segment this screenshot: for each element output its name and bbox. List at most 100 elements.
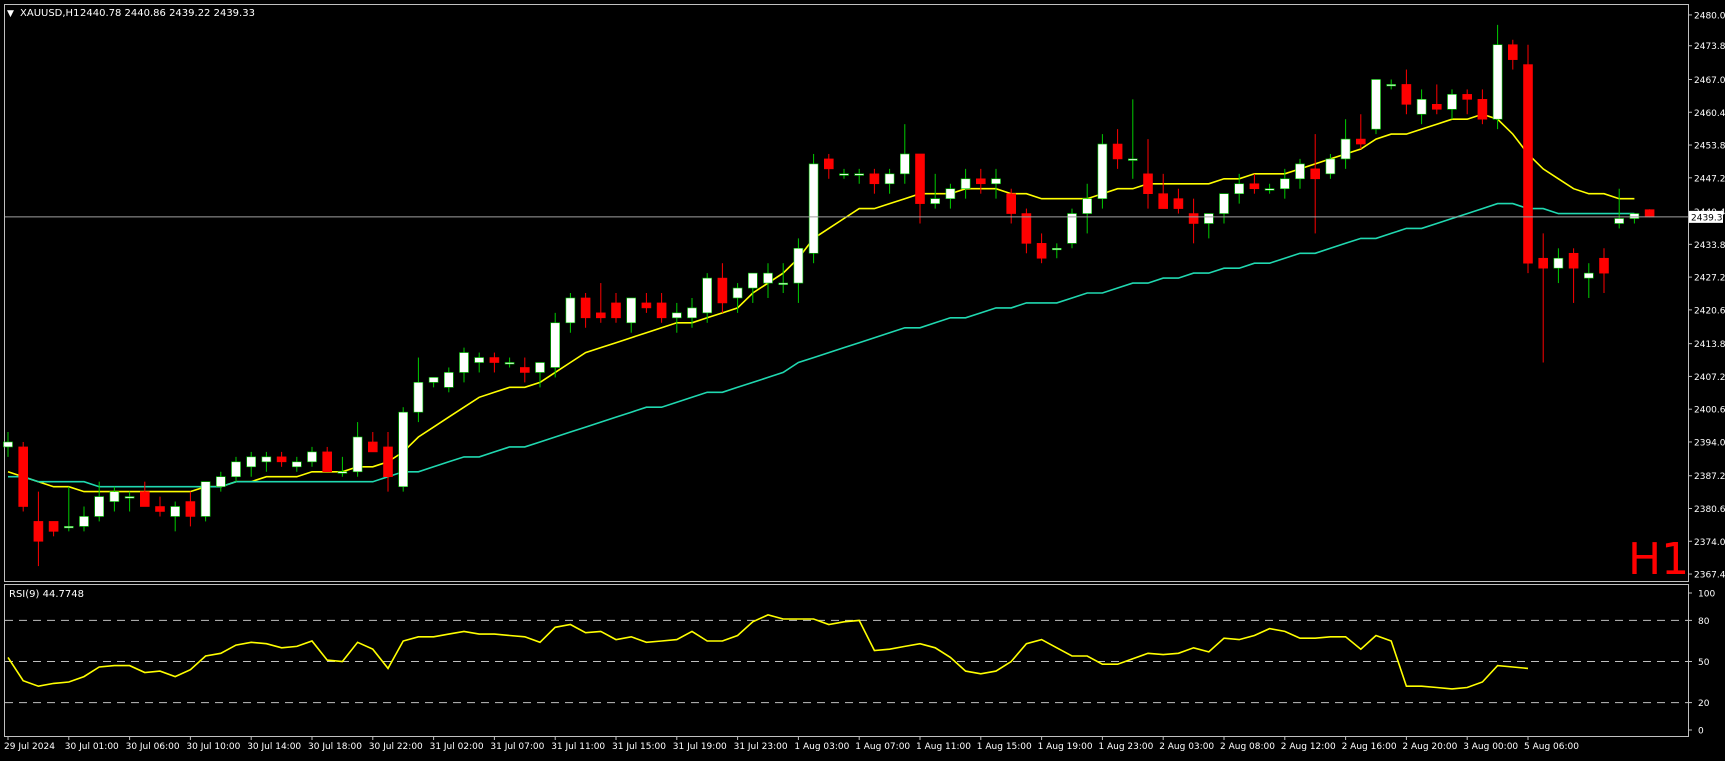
- price-tick-label: 2467.00: [1694, 76, 1725, 86]
- current-price-label: 2439.33: [1691, 213, 1725, 223]
- candle-body: [839, 173, 849, 176]
- candle-body: [1036, 243, 1047, 259]
- candle-body: [1462, 94, 1472, 100]
- candle-body: [793, 248, 804, 284]
- candle-body: [246, 456, 256, 468]
- moving-average-slow-line: [8, 202, 1635, 488]
- candle-body: [1006, 193, 1017, 214]
- price-tick-label: 2387.20: [1694, 472, 1725, 482]
- candle-body: [1371, 79, 1381, 130]
- candle-body: [641, 302, 652, 309]
- candle-body: [763, 272, 773, 284]
- candle-body: [216, 476, 226, 487]
- candle-body: [884, 173, 895, 185]
- candle-body: [1325, 158, 1336, 175]
- candle-body: [702, 277, 713, 314]
- candle-body: [155, 506, 165, 512]
- candle-body: [519, 367, 530, 373]
- candle-body: [352, 436, 363, 473]
- price-tick-label: 2420.60: [1694, 306, 1725, 316]
- time-tick-label: 2 Aug 08:00: [1220, 742, 1275, 752]
- time-tick-label: 31 Jul 02:00: [430, 742, 484, 752]
- candle-body: [428, 377, 439, 383]
- candle-body: [443, 372, 454, 388]
- candle-body: [854, 173, 865, 176]
- price-tick-label: 2453.80: [1694, 142, 1725, 152]
- candle-body: [79, 516, 89, 527]
- candle-body: [595, 312, 606, 319]
- candle-body: [808, 163, 819, 254]
- candle-body: [611, 302, 621, 319]
- candle-body: [18, 446, 29, 507]
- candle-body: [1067, 213, 1077, 244]
- candle-body: [1052, 248, 1062, 251]
- time-tick-label: 30 Jul 22:00: [369, 742, 423, 752]
- candle-body: [200, 481, 211, 517]
- candle-body: [94, 496, 104, 517]
- candle-body: [1432, 104, 1442, 110]
- time-tick-label: 3 Aug 00:00: [1463, 742, 1518, 752]
- candle-body: [1340, 138, 1351, 160]
- candle-body: [489, 357, 500, 363]
- time-tick-label: 5 Aug 06:00: [1524, 742, 1579, 752]
- candle-body: [109, 491, 120, 502]
- candle-body: [1128, 158, 1138, 161]
- rsi-line: [7, 614, 1529, 690]
- timeframe-watermark: H1: [1628, 534, 1689, 585]
- rsi-tick-label: 0: [1698, 727, 1704, 737]
- rsi-tick-label: 80: [1698, 617, 1710, 627]
- time-tick-label: 31 Jul 23:00: [734, 742, 788, 752]
- candle-body: [1143, 173, 1153, 194]
- price-tick-label: 2400.60: [1694, 406, 1725, 416]
- time-tick-label: 31 Jul 07:00: [490, 742, 544, 752]
- candle-body: [185, 501, 196, 517]
- candle-body: [656, 302, 667, 319]
- time-tick-label: 1 Aug 15:00: [977, 742, 1032, 752]
- candle-body: [550, 322, 561, 368]
- candle-body: [398, 411, 409, 487]
- candle-body: [48, 521, 59, 532]
- candle-body: [1219, 193, 1229, 214]
- candle-body: [367, 441, 378, 453]
- time-tick-label: 30 Jul 14:00: [247, 742, 301, 752]
- candle-body: [170, 506, 180, 517]
- candle-body: [322, 451, 333, 473]
- time-tick-label: 29 Jul 2024: [4, 742, 55, 752]
- candle-body: [1021, 213, 1032, 244]
- current-price-tag: [1689, 210, 1723, 223]
- candle-body: [747, 272, 758, 289]
- candle-body: [1386, 84, 1396, 87]
- candle-body: [1158, 193, 1168, 209]
- candle-body: [1280, 178, 1290, 190]
- price-tick-label: 2380.60: [1694, 505, 1725, 515]
- price-tick-label: 2374.00: [1694, 538, 1725, 548]
- candle-body: [1188, 213, 1199, 224]
- candle-body: [64, 526, 74, 529]
- candle-body: [413, 382, 424, 413]
- price-tick-label: 2407.20: [1694, 373, 1725, 383]
- candle-body: [124, 496, 135, 499]
- time-tick-label: 30 Jul 18:00: [308, 742, 362, 752]
- price-tick-label: 2413.80: [1694, 340, 1725, 350]
- candle-body: [1173, 198, 1184, 209]
- candle-body: [1492, 44, 1503, 120]
- candle-body: [1508, 44, 1518, 60]
- candle-body: [1553, 257, 1564, 269]
- candle-body: [261, 456, 272, 463]
- candle-body: [899, 153, 910, 175]
- candle-body: [474, 357, 485, 363]
- time-tick-label: 31 Jul 19:00: [673, 742, 727, 752]
- candle-body: [1614, 218, 1624, 224]
- time-tick-label: 2 Aug 12:00: [1281, 742, 1336, 752]
- candle-body: [975, 178, 986, 185]
- candle-body: [3, 441, 13, 448]
- time-tick-label: 1 Aug 23:00: [1098, 742, 1153, 752]
- candle-body: [337, 471, 348, 474]
- candle-body: [383, 446, 393, 478]
- symbol-dropdown-icon[interactable]: ▼: [7, 9, 14, 19]
- candle-body: [1401, 84, 1412, 105]
- candle-body: [140, 491, 150, 507]
- candle-body: [1249, 183, 1260, 190]
